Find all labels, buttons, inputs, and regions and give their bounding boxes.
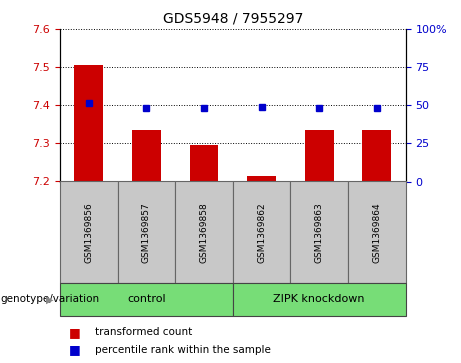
- Text: genotype/variation: genotype/variation: [0, 294, 99, 305]
- Text: ■: ■: [69, 343, 81, 356]
- Text: GSM1369864: GSM1369864: [372, 202, 381, 263]
- Bar: [60, 283, 233, 316]
- Bar: [74, 65, 103, 182]
- Bar: [348, 182, 406, 283]
- Bar: [247, 176, 276, 182]
- Text: GSM1369862: GSM1369862: [257, 202, 266, 263]
- Bar: [233, 182, 290, 283]
- Bar: [305, 130, 334, 182]
- Bar: [175, 182, 233, 283]
- Text: ▶: ▶: [46, 294, 53, 305]
- Bar: [362, 130, 391, 182]
- Bar: [233, 283, 406, 316]
- Title: GDS5948 / 7955297: GDS5948 / 7955297: [163, 11, 303, 25]
- Bar: [189, 145, 219, 182]
- Text: GSM1369857: GSM1369857: [142, 202, 151, 263]
- Text: GSM1369863: GSM1369863: [315, 202, 324, 263]
- Text: ■: ■: [69, 326, 81, 339]
- Text: ZIPK knockdown: ZIPK knockdown: [273, 294, 365, 305]
- Bar: [118, 182, 175, 283]
- Bar: [60, 182, 118, 283]
- Bar: [290, 182, 348, 283]
- Bar: [132, 130, 161, 182]
- Text: GSM1369858: GSM1369858: [200, 202, 208, 263]
- Text: control: control: [127, 294, 165, 305]
- Text: percentile rank within the sample: percentile rank within the sample: [95, 345, 271, 355]
- Text: GSM1369856: GSM1369856: [84, 202, 93, 263]
- Text: transformed count: transformed count: [95, 327, 192, 337]
